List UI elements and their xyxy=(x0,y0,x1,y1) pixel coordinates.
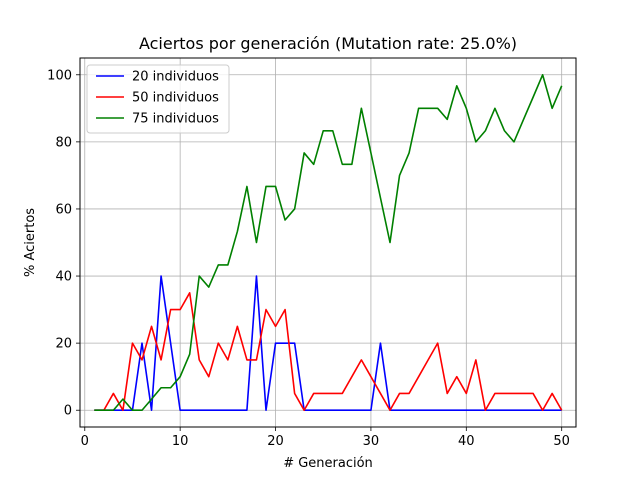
x-tick-label: 30 xyxy=(363,434,380,449)
y-tick-label: 40 xyxy=(55,270,72,285)
chart-title: Aciertos por generación (Mutation rate: … xyxy=(139,34,517,53)
y-axis-label: % Aciertos xyxy=(23,208,38,277)
y-tick-label: 0 xyxy=(64,404,72,419)
axes xyxy=(79,57,577,428)
y-tick-label: 80 xyxy=(55,135,72,150)
x-tick-label: 10 xyxy=(172,434,189,449)
series-line-75-individuos xyxy=(94,73,563,412)
y-tick-label: 100 xyxy=(47,68,72,83)
legend: 20 individuos 50 individuos 75 individuos xyxy=(86,64,230,134)
y-tick-label: 20 xyxy=(55,337,72,352)
y-tick-label: 60 xyxy=(55,202,72,217)
ticks: 0 10 20 30 40 50 0 20 40 60 80 100 xyxy=(47,68,570,449)
legend-label: 50 individuos xyxy=(132,91,219,106)
series-line-20-individuos xyxy=(94,275,562,412)
x-tick-label: 40 xyxy=(458,434,475,449)
series-line-50-individuos xyxy=(94,292,563,412)
legend-box xyxy=(86,64,230,134)
x-axis-label: # Generación xyxy=(283,456,373,471)
x-tick-label: 20 xyxy=(267,434,284,449)
series-layer xyxy=(94,73,563,412)
legend-label: 20 individuos xyxy=(132,70,219,85)
plot-frame xyxy=(79,57,577,428)
legend-label: 75 individuos xyxy=(132,112,219,127)
x-tick-label: 0 xyxy=(81,434,89,449)
x-tick-label: 50 xyxy=(553,434,570,449)
